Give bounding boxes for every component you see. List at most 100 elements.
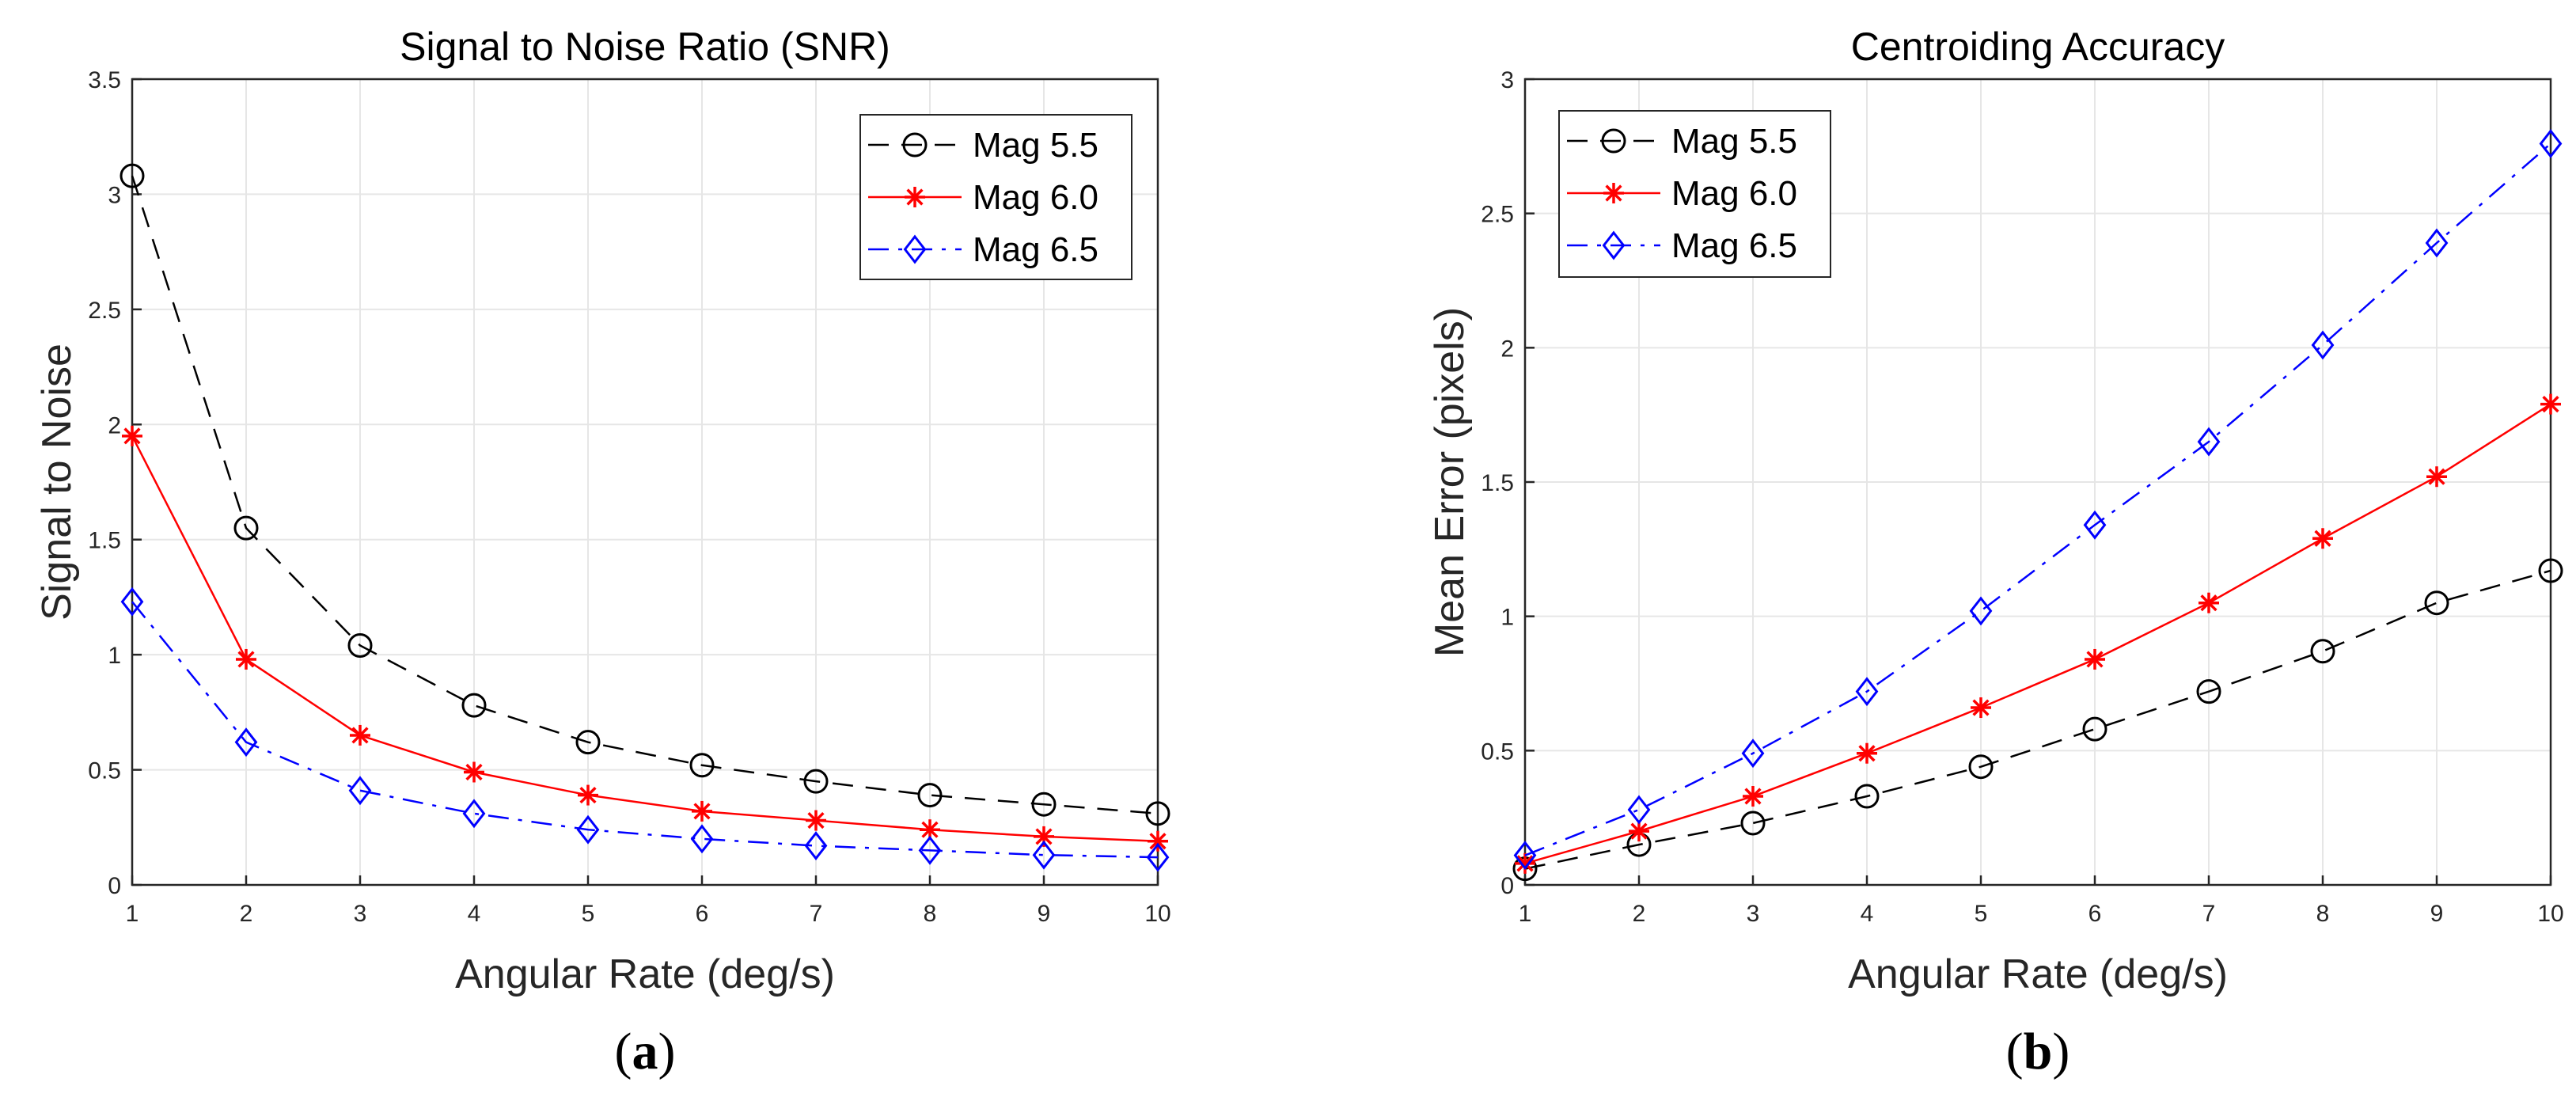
chart-snr: 1 2 3 4 5 6 7 8 9 10 0 0.5 1 1.5 2 2.5 3 3.5 Signal to Noi… <box>34 25 1171 1080</box>
y-tick-label: 2 <box>1500 336 1514 362</box>
data-point <box>2424 590 2449 616</box>
panel-label-close: ) <box>2052 1023 2070 1080</box>
data-point <box>2311 330 2335 360</box>
data-point <box>1854 784 1880 809</box>
data-point <box>1513 841 1537 871</box>
data-point <box>120 163 145 188</box>
data-point <box>462 799 486 829</box>
x-tick-label: 10 <box>2537 901 2563 927</box>
data-point <box>2197 427 2221 457</box>
data-point <box>2199 592 2219 613</box>
y-tick-label: 1.5 <box>1481 470 1514 496</box>
y-tick-label: 2.5 <box>1481 202 1514 228</box>
legend-label: Mag 6.5 <box>973 230 1098 269</box>
x-tick-label: 5 <box>1975 901 1988 927</box>
data-point <box>2085 648 2105 670</box>
series-mag-6-0 <box>122 425 1168 852</box>
x-axis-label: Angular Rate (deg/s) <box>455 951 835 997</box>
data-point <box>692 800 712 822</box>
data-point <box>234 727 258 757</box>
series-mag-5-5 <box>120 163 1170 826</box>
y-axis-ticks: 0 0.5 1 1.5 2 2.5 3 <box>1481 67 1535 899</box>
chart-centroiding-accuracy: 1 2 3 4 5 6 7 8 9 10 0 0.5 1 1.5 2 2.5 3 Centroiding Accu… <box>1427 25 2564 1080</box>
x-tick-label: 8 <box>2316 901 2330 927</box>
data-point <box>1148 830 1168 852</box>
panel-label-open: ( <box>615 1023 632 1080</box>
y-tick-label: 1 <box>1500 605 1514 631</box>
legend-marker <box>1603 183 1624 203</box>
series-mag-6-0 <box>1515 393 2561 874</box>
data-point <box>1857 742 1877 764</box>
data-point <box>122 425 142 446</box>
y-tick-label: 3 <box>1500 67 1514 93</box>
y-tick-label: 2.5 <box>88 298 121 324</box>
y-tick-label: 3 <box>108 182 121 208</box>
legend-label: Mag 6.0 <box>1671 174 1797 213</box>
data-point <box>1743 786 1763 807</box>
y-tick-label: 1 <box>108 643 121 669</box>
legend: Mag 5.5 Mag 6.0 Mag 6.5 <box>859 114 1132 280</box>
y-tick-label: 1.5 <box>88 528 121 554</box>
x-tick-label: 3 <box>354 901 367 927</box>
panel-label-letter: a <box>632 1023 658 1080</box>
x-tick-label: 9 <box>2430 901 2444 927</box>
x-tick-label: 9 <box>1038 901 1051 927</box>
y-axis-ticks: 0 0.5 1 1.5 2 2.5 3 3.5 <box>88 67 142 899</box>
y-tick-label: 3.5 <box>88 67 121 93</box>
data-point <box>917 783 943 808</box>
y-tick-label: 0 <box>1500 873 1514 899</box>
x-tick-label: 7 <box>2202 901 2216 927</box>
y-axis-label: Mean Error (pixels) <box>1427 307 1473 657</box>
series-line <box>131 175 1159 815</box>
x-tick-label: 1 <box>1519 901 1532 927</box>
data-point <box>2083 510 2107 540</box>
y-axis-label: Signal to Noise <box>34 344 80 621</box>
data-point <box>804 831 828 860</box>
data-point <box>578 784 598 806</box>
data-point <box>2312 528 2333 549</box>
chart-title: Centroiding Accuracy <box>1851 25 2225 69</box>
legend-marker <box>903 234 927 264</box>
data-point <box>1032 840 1056 870</box>
data-point <box>1971 697 1991 719</box>
legend-marker <box>902 132 928 158</box>
series-line <box>1524 569 2551 870</box>
data-point <box>1740 811 1766 836</box>
legend-label: Mag 5.5 <box>1671 122 1797 161</box>
data-point <box>1629 821 1649 842</box>
x-tick-label: 1 <box>126 901 139 927</box>
legend-label: Mag 6.0 <box>973 178 1098 217</box>
x-axis-label: Angular Rate (deg/s) <box>1848 951 2228 997</box>
y-tick-label: 0 <box>108 873 121 899</box>
data-point <box>1515 852 1535 874</box>
panel-label-letter: b <box>2024 1023 2053 1080</box>
data-point <box>1969 596 1993 626</box>
y-tick-label: 0.5 <box>1481 738 1514 765</box>
x-tick-label: 3 <box>1747 901 1760 927</box>
data-point <box>806 810 826 831</box>
panel-label-open: ( <box>2006 1023 2024 1080</box>
x-tick-label: 6 <box>2088 901 2102 927</box>
data-point <box>576 814 600 845</box>
series-line <box>131 435 1159 842</box>
data-point <box>236 648 256 670</box>
data-point <box>1031 792 1057 817</box>
legend-marker <box>1602 230 1626 260</box>
x-axis-ticks: 1 2 3 4 5 6 7 8 9 10 <box>1519 875 2564 927</box>
x-tick-label: 6 <box>696 901 709 927</box>
x-tick-label: 10 <box>1144 901 1170 927</box>
data-point <box>2196 679 2221 704</box>
x-tick-label: 5 <box>582 901 595 927</box>
y-tick-label: 2 <box>108 412 121 439</box>
data-point <box>2426 466 2447 488</box>
data-point <box>1145 801 1170 826</box>
data-point <box>1146 842 1170 872</box>
x-tick-label: 4 <box>1861 901 1874 927</box>
data-point <box>2082 716 2107 742</box>
y-tick-label: 0.5 <box>88 758 121 784</box>
series-line <box>1524 142 2551 856</box>
legend-label: Mag 6.5 <box>1671 226 1797 265</box>
data-point <box>690 824 714 854</box>
panel-label: (a) <box>615 1023 676 1080</box>
